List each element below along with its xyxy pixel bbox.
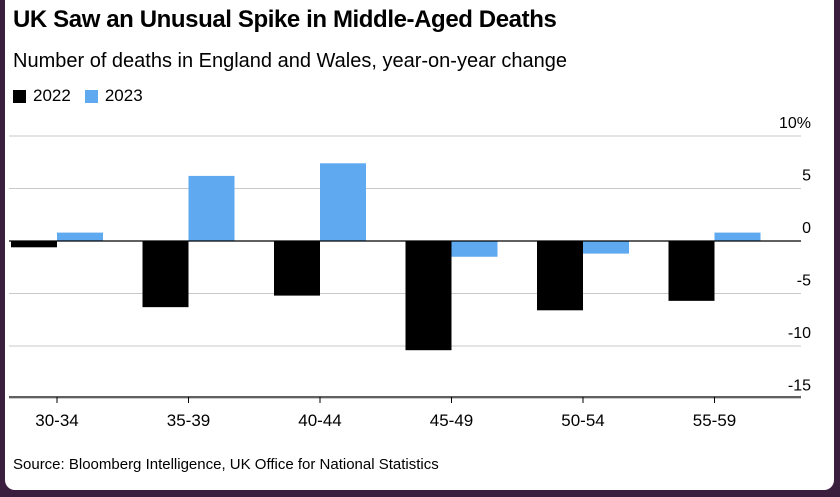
bar-2022-50-54 <box>537 241 583 311</box>
x-tick-label: 40-44 <box>298 411 341 430</box>
bar-2023-35-39 <box>188 175 235 241</box>
y-tick-label: -5 <box>797 273 811 290</box>
bar-2023-55-59 <box>714 232 761 241</box>
y-tick-label: 10% <box>779 115 811 132</box>
x-tick-label: 35-39 <box>167 411 210 430</box>
bar-2023-50-54 <box>583 241 629 254</box>
x-tick-label: 30-34 <box>35 411 78 430</box>
x-tick-label: 45-49 <box>430 411 473 430</box>
legend-swatch-2023 <box>84 89 98 103</box>
chart-card: UK Saw an Unusual Spike in Middle-Aged D… <box>5 0 834 490</box>
bar-2022-35-39 <box>142 241 189 308</box>
y-tick-label: -15 <box>788 378 811 395</box>
bar-2022-55-59 <box>668 241 715 301</box>
legend: 2022 2023 <box>13 86 157 106</box>
chart-title: UK Saw an Unusual Spike in Middle-Aged D… <box>13 6 557 33</box>
legend-item-2022: 2022 <box>13 86 71 106</box>
source-note: Source: Bloomberg Intelligence, UK Offic… <box>13 456 439 473</box>
bar-2023-45-49 <box>451 241 498 257</box>
legend-item-2023: 2023 <box>84 86 143 106</box>
bar-2022-45-49 <box>405 241 452 351</box>
x-tick-label: 50-54 <box>561 411 604 430</box>
bar-2022-40-44 <box>274 241 320 296</box>
bar-2023-30-34 <box>57 232 103 241</box>
y-tick-label: 5 <box>802 168 811 185</box>
legend-label-2023: 2023 <box>104 86 143 105</box>
y-tick-label: 0 <box>802 220 811 237</box>
bar-2022-30-34 <box>11 241 57 248</box>
legend-swatch-2022 <box>13 89 26 103</box>
bar-2023-40-44 <box>320 163 366 241</box>
legend-label-2022: 2022 <box>33 86 71 105</box>
x-tick-label: 55-59 <box>693 411 736 430</box>
chart-subtitle: Number of deaths in England and Wales, y… <box>13 50 568 72</box>
bar-chart: 10% 5 0 -5 -10 -15 30-34 35-39 40-44 45-49 50-54 55… <box>9 115 811 430</box>
y-tick-label: -10 <box>788 325 811 342</box>
